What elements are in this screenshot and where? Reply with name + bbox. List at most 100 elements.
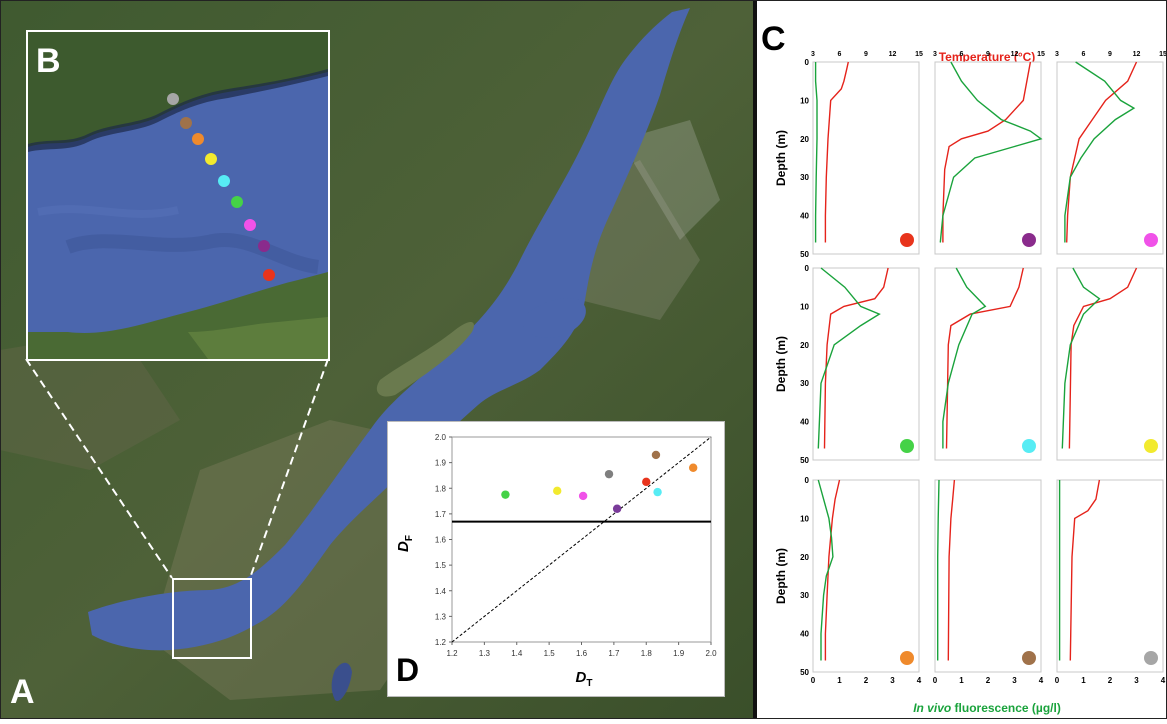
profile-panel: 3 6 9 12 15 xyxy=(933,51,1045,255)
profile-frame xyxy=(934,479,1042,673)
temperature-profile-line xyxy=(824,479,841,661)
data-point xyxy=(651,450,661,460)
depth-tick-label: 0 xyxy=(805,58,810,67)
profile-frame xyxy=(934,61,1042,255)
temperature-profile-line xyxy=(947,479,956,661)
temp-tick-label: 12 xyxy=(889,51,897,58)
fluorescence-profile-line xyxy=(942,267,987,449)
x-tick-label: 1.7 xyxy=(608,649,620,658)
station-dot xyxy=(180,117,192,129)
fluor-tick-label: 4 xyxy=(1039,676,1044,685)
depth-tick-label: 0 xyxy=(805,476,810,485)
y-axis-label-sub: F xyxy=(404,535,415,541)
profile-grid: Temperature (°C) In vivo fluorescence (µg… xyxy=(774,50,1167,715)
y-tick-label: 1.6 xyxy=(435,536,447,545)
temp-tick-label: 6 xyxy=(838,51,842,58)
panel-label-c: C xyxy=(761,20,786,58)
fluor-tick-label: 3 xyxy=(1012,676,1017,685)
temperature-profile-line xyxy=(824,61,849,243)
data-point xyxy=(578,491,588,501)
station-dot xyxy=(231,196,243,208)
profile-panel: 0 10 20 30 40 50 Depth (m) 0 1 2 3 4 xyxy=(774,476,922,685)
x-tick-label: 2.0 xyxy=(705,649,717,658)
station-marker xyxy=(1022,651,1036,665)
data-point xyxy=(612,504,622,513)
y-tick-label: 1.5 xyxy=(435,561,447,570)
x-tick-label: 1.4 xyxy=(511,649,523,658)
fluorescence-profile-line xyxy=(1064,61,1136,243)
station-marker xyxy=(1144,233,1158,247)
fluorescence-profile-line xyxy=(1061,267,1101,449)
y-tick-label: 1.3 xyxy=(435,612,447,621)
depth-tick-label: 20 xyxy=(800,341,809,350)
station-dot xyxy=(244,219,256,231)
panel-label-b: B xyxy=(36,42,61,80)
x-tick-label: 1.6 xyxy=(576,649,588,658)
temp-tick-label: 15 xyxy=(1037,51,1045,58)
data-point xyxy=(642,477,651,487)
temperature-profile-line xyxy=(823,267,889,449)
depth-axis-label: Depth (m) xyxy=(774,336,788,392)
panel-label-a: A xyxy=(10,673,35,711)
temp-tick-label: 15 xyxy=(1159,51,1167,58)
profile-frame xyxy=(812,61,920,255)
y-tick-label: 1.8 xyxy=(435,484,447,493)
panel-d-scatter: 1.2 1.3 1.4 1.5 1.6 1.7 1.8 1.9 2.0 1.2 1.3 1.4 1.5 1… xyxy=(387,421,725,697)
station-marker xyxy=(900,439,914,453)
y-tick-label: 1.9 xyxy=(435,459,447,468)
inset-map-b xyxy=(26,30,330,361)
temperature-axis-title: Temperature (°C) xyxy=(939,50,1036,64)
satellite-map: B A 1.2 1.3 1.4 1.5 1.6 1.7 1.8 1.9 2.0 1.2 1.3 1.4… xyxy=(0,0,755,719)
profile-panel: 3 6 9 12 15 xyxy=(1055,51,1167,255)
fluor-tick-label: 2 xyxy=(864,676,869,685)
profile-panel: 0 1 2 3 4 xyxy=(1055,479,1166,685)
station-marker xyxy=(1144,651,1158,665)
fluorescence-profile-line xyxy=(939,61,1043,243)
depth-tick-label: 50 xyxy=(800,668,809,677)
depth-tick-label: 20 xyxy=(800,135,809,144)
data-point xyxy=(553,486,562,496)
station-marker xyxy=(1022,233,1036,247)
station-marker xyxy=(900,651,914,665)
profile-frame xyxy=(1056,61,1164,255)
data-point xyxy=(604,469,614,479)
profile-frame xyxy=(812,479,920,673)
sampling-stations xyxy=(167,93,275,281)
y-tick-label: 2.0 xyxy=(435,433,447,442)
fluorescence-profile-line xyxy=(936,479,940,661)
station-marker xyxy=(900,233,914,247)
data-point xyxy=(688,463,698,472)
inset-terrain xyxy=(28,32,328,359)
data-point xyxy=(653,487,662,497)
profile-panel xyxy=(934,267,1042,461)
depth-tick-label: 30 xyxy=(800,379,809,388)
temp-tick-label: 15 xyxy=(915,51,923,58)
profile-panel xyxy=(1056,267,1164,461)
temperature-profile-line xyxy=(1068,267,1138,449)
depth-tick-label: 50 xyxy=(800,250,809,259)
fluor-tick-label: 4 xyxy=(1161,676,1166,685)
fluor-tick-label: 4 xyxy=(917,676,922,685)
fluorescence-axis-title-rest: fluorescence (µg/l) xyxy=(951,701,1061,715)
y-axis-label: DF xyxy=(395,535,415,552)
depth-tick-label: 20 xyxy=(800,553,809,562)
x-tick-label: 1.9 xyxy=(673,649,685,658)
panel-c-profiles: Temperature (°C) In vivo fluorescence (µg… xyxy=(757,0,1167,719)
fluor-tick-label: 0 xyxy=(811,676,816,685)
depth-tick-label: 30 xyxy=(800,591,809,600)
fluor-tick-label: 2 xyxy=(1108,676,1113,685)
profile-panel: 0 10 20 30 40 50 Depth (m) 3 6 9 12 15 xyxy=(774,51,923,259)
fluorescence-axis-title: In vivo fluorescence (µg/l) xyxy=(913,701,1061,715)
identity-line xyxy=(451,436,712,643)
fluor-tick-label: 1 xyxy=(837,676,842,685)
temp-tick-label: 9 xyxy=(986,51,990,58)
fluor-tick-label: 3 xyxy=(1134,676,1139,685)
fluor-tick-label: 1 xyxy=(959,676,964,685)
profile-panel: 0 1 2 3 4 xyxy=(933,479,1044,685)
profile-frame xyxy=(1056,267,1164,461)
station-dot xyxy=(192,133,204,145)
temp-tick-label: 12 xyxy=(1133,51,1141,58)
temp-tick-label: 6 xyxy=(960,51,964,58)
fluorescence-profile-line xyxy=(814,62,818,243)
station-dot xyxy=(258,240,270,252)
